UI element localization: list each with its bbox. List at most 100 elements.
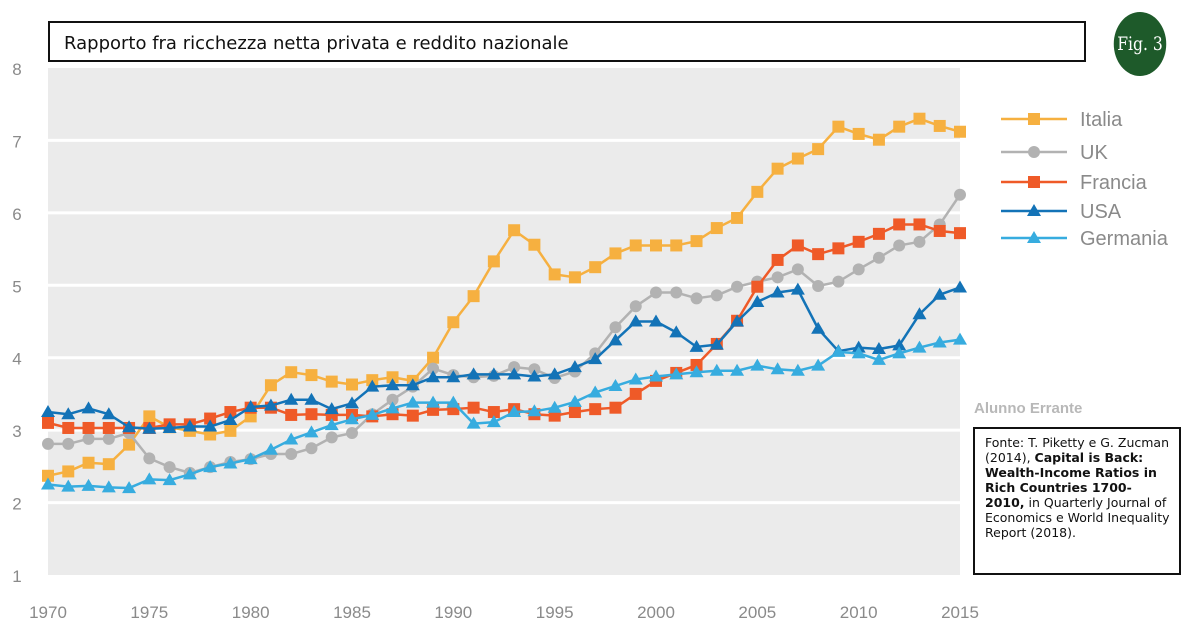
data-point-italia bbox=[812, 143, 825, 156]
data-point-francia bbox=[791, 239, 804, 252]
series-line-italia bbox=[47, 117, 961, 477]
y-tick-label: 2 bbox=[12, 495, 21, 514]
data-point-usa bbox=[41, 405, 55, 418]
data-point-usa bbox=[669, 325, 684, 338]
data-point-italia bbox=[487, 255, 500, 268]
x-tick-label: 1990 bbox=[434, 603, 472, 622]
data-point-uk bbox=[852, 263, 865, 276]
y-tick-label: 7 bbox=[12, 132, 21, 151]
data-point-italia bbox=[467, 290, 480, 303]
data-point-uk bbox=[528, 363, 541, 376]
data-point-germania bbox=[81, 478, 96, 491]
data-point-usa bbox=[284, 392, 299, 405]
series-line-germania bbox=[47, 338, 961, 490]
x-tick-label: 1980 bbox=[232, 603, 270, 622]
data-point-uk bbox=[386, 393, 399, 406]
data-point-italia bbox=[285, 366, 298, 379]
data-point-usa bbox=[649, 314, 663, 327]
data-point-usa bbox=[588, 352, 603, 365]
data-point-francia bbox=[102, 421, 115, 434]
legend-item-italia: Italia bbox=[1001, 109, 1123, 131]
data-point-germania bbox=[851, 346, 866, 359]
data-point-francia bbox=[305, 408, 318, 421]
legend-item-uk: UK bbox=[1001, 142, 1108, 164]
x-tick-label: 1995 bbox=[536, 603, 574, 622]
x-tick-label: 1970 bbox=[29, 603, 67, 622]
data-point-italia bbox=[62, 465, 75, 478]
data-point-usa bbox=[446, 370, 461, 383]
data-point-germania bbox=[811, 358, 826, 371]
data-point-italia bbox=[589, 261, 602, 274]
data-point-usa bbox=[750, 294, 765, 307]
data-point-uk bbox=[325, 431, 338, 444]
data-point-italia bbox=[123, 438, 136, 451]
x-tick-label: 2010 bbox=[840, 603, 878, 622]
data-point-usa bbox=[527, 369, 542, 382]
data-point-francia bbox=[893, 218, 906, 231]
data-point-francia bbox=[609, 401, 622, 414]
data-point-germania bbox=[61, 479, 76, 492]
data-point-italia bbox=[447, 316, 460, 329]
data-point-germania bbox=[507, 405, 522, 418]
legend-marker-germania bbox=[1027, 231, 1041, 243]
data-point-francia bbox=[568, 406, 581, 419]
data-point-usa bbox=[709, 337, 724, 350]
data-point-italia bbox=[224, 424, 237, 437]
data-point-italia bbox=[771, 162, 784, 175]
data-point-uk bbox=[771, 271, 784, 284]
data-point-usa bbox=[730, 314, 745, 327]
data-point-germania bbox=[142, 472, 157, 485]
data-point-germania bbox=[709, 363, 724, 376]
data-point-uk bbox=[285, 448, 298, 461]
data-point-germania bbox=[871, 352, 886, 365]
data-point-francia bbox=[832, 242, 845, 255]
data-point-francia bbox=[690, 358, 703, 371]
data-point-francia bbox=[82, 421, 95, 434]
legend-label-germania: Germania bbox=[1080, 228, 1169, 250]
data-point-francia bbox=[954, 227, 966, 240]
legend-item-germania: Germania bbox=[1001, 228, 1169, 250]
data-point-usa bbox=[811, 321, 826, 334]
data-point-germania bbox=[892, 346, 907, 359]
data-point-germania bbox=[405, 395, 420, 408]
data-point-francia bbox=[872, 227, 885, 240]
data-point-germania bbox=[547, 400, 562, 413]
data-point-italia bbox=[650, 239, 662, 252]
data-point-uk bbox=[163, 461, 176, 474]
legend-item-usa: USA bbox=[1001, 201, 1122, 223]
data-point-germania bbox=[831, 344, 846, 357]
data-point-uk bbox=[102, 432, 115, 445]
data-point-francia bbox=[62, 421, 75, 434]
data-point-germania bbox=[912, 340, 927, 353]
data-point-germania bbox=[649, 369, 663, 382]
data-point-germania bbox=[203, 460, 218, 473]
data-point-francia bbox=[42, 416, 54, 429]
data-point-usa bbox=[507, 367, 522, 380]
data-point-uk bbox=[629, 300, 642, 313]
data-point-italia bbox=[143, 410, 156, 423]
data-point-usa bbox=[466, 367, 481, 380]
data-point-usa bbox=[608, 333, 623, 346]
data-point-uk bbox=[62, 437, 75, 450]
data-point-germania bbox=[304, 425, 319, 438]
data-point-germania bbox=[669, 367, 684, 380]
data-point-italia bbox=[893, 120, 906, 133]
legend-marker-uk bbox=[1028, 146, 1040, 158]
data-point-usa bbox=[101, 407, 116, 420]
data-point-germania bbox=[426, 395, 441, 408]
data-point-usa bbox=[81, 401, 96, 414]
data-point-germania bbox=[628, 372, 643, 385]
data-point-italia bbox=[609, 247, 622, 260]
data-point-usa bbox=[892, 338, 907, 351]
data-point-francia bbox=[204, 412, 217, 425]
data-point-francia bbox=[467, 401, 480, 414]
data-point-usa bbox=[162, 420, 177, 433]
data-point-usa bbox=[61, 407, 76, 420]
data-point-uk bbox=[731, 280, 744, 293]
series-line-francia bbox=[47, 223, 961, 430]
data-point-italia bbox=[791, 152, 804, 165]
legend-label-francia: Francia bbox=[1080, 172, 1148, 194]
data-point-germania bbox=[689, 365, 704, 378]
data-point-uk bbox=[893, 239, 906, 252]
